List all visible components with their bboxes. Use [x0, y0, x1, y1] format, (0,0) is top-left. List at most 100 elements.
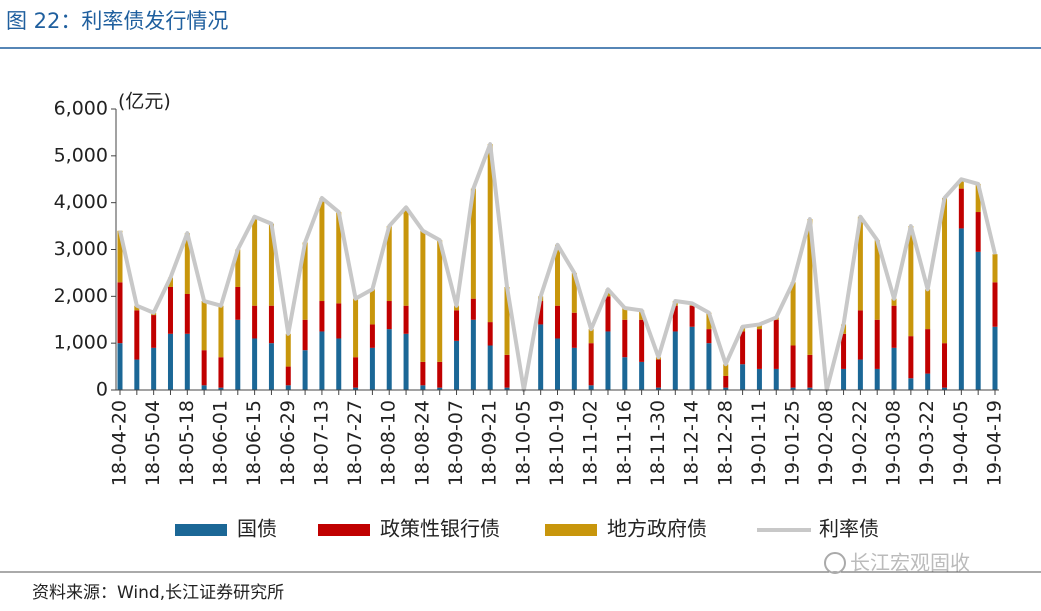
- bar-segment: [151, 347, 157, 390]
- bar-segment: [723, 375, 729, 388]
- source-note: 资料来源：Wind,长江证券研究所: [32, 583, 284, 603]
- bar-segment: [605, 331, 611, 390]
- legend-label: 国债: [237, 517, 277, 541]
- bar-segment: [117, 230, 123, 283]
- bar-segment: [908, 226, 914, 337]
- bar-segment: [622, 319, 628, 358]
- bar-segment: [386, 226, 392, 302]
- bar-segment: [336, 303, 342, 339]
- bar-segment: [151, 315, 157, 348]
- x-tick-label: 18-06-29: [277, 400, 299, 486]
- bar-segment: [655, 359, 661, 388]
- x-tick-label: 19-04-05: [950, 400, 972, 486]
- x-tick-label: 18-12-28: [714, 400, 736, 486]
- bar-segment: [184, 333, 190, 390]
- chart-title: 图 22：利率债发行情况: [6, 9, 228, 33]
- bar-segment: [538, 324, 544, 390]
- bar-segment: [420, 385, 426, 390]
- bar-segment: [841, 333, 847, 369]
- y-tick-label: 4,000: [54, 191, 108, 213]
- x-tick-label: 19-04-19: [984, 400, 1006, 486]
- bar-segment: [857, 216, 863, 311]
- bar-segment: [369, 289, 375, 325]
- x-tick-label: 18-07-13: [310, 400, 332, 486]
- legend-swatch: [175, 524, 227, 536]
- x-tick-label: 19-02-08: [815, 400, 837, 486]
- bar-segment: [252, 338, 258, 390]
- x-tick-label: 18-05-18: [176, 400, 198, 486]
- bar-segment: [655, 387, 661, 390]
- bar-segment: [504, 387, 510, 390]
- bar-segment: [134, 310, 140, 360]
- bar-segment: [504, 354, 510, 388]
- bar-segment: [403, 333, 409, 390]
- x-tick-label: 18-07-27: [344, 400, 366, 486]
- bar-segment: [756, 329, 762, 369]
- x-tick-label: 18-08-24: [411, 400, 433, 486]
- bar-segment: [992, 254, 998, 283]
- bar-segment: [756, 368, 762, 390]
- bar-segment: [857, 359, 863, 390]
- bar-segment: [773, 368, 779, 390]
- bar-segment: [639, 361, 645, 390]
- bar-segment: [167, 333, 173, 390]
- bar-segment: [689, 326, 695, 390]
- bar-segment: [319, 331, 325, 390]
- bar-segment: [958, 179, 964, 189]
- x-tick-label: 18-11-16: [613, 400, 635, 486]
- bar-segment: [740, 364, 746, 390]
- bar-segment: [336, 338, 342, 390]
- unit-label: (亿元): [118, 91, 171, 113]
- bar-segment: [571, 272, 577, 313]
- y-tick-label: 2,000: [54, 285, 108, 307]
- bar-segment: [773, 319, 779, 369]
- bar-segment: [639, 319, 645, 362]
- bar-segment: [807, 354, 813, 388]
- bar-segment: [622, 357, 628, 390]
- bar-segment: [454, 305, 460, 311]
- bar-segment: [201, 301, 207, 351]
- x-tick-label: 18-10-19: [546, 400, 568, 486]
- x-tick-label: 19-03-08: [883, 400, 905, 486]
- x-tick-label: 19-03-22: [916, 400, 938, 486]
- bar-segment: [454, 340, 460, 390]
- bar-segment: [790, 282, 796, 346]
- bar-segment: [336, 212, 342, 304]
- bar-segment: [319, 197, 325, 302]
- bar-segment: [807, 219, 813, 355]
- bar-segment: [420, 361, 426, 386]
- bar-segment: [942, 387, 948, 390]
- bar-segment: [386, 329, 392, 390]
- bar-segment: [420, 230, 426, 362]
- bar-segment: [302, 319, 308, 351]
- bar-segment: [235, 319, 241, 390]
- bar-segment: [218, 357, 224, 388]
- x-tick-label: 18-09-07: [445, 400, 467, 486]
- bar-segment: [874, 368, 880, 390]
- x-tick-label: 18-06-15: [243, 400, 265, 486]
- bar-segment: [555, 338, 560, 390]
- bar-segment: [353, 298, 359, 358]
- bar-segment: [942, 197, 948, 344]
- x-tick-label: 18-11-02: [580, 400, 602, 486]
- bar-segment: [454, 310, 460, 341]
- y-tick-label: 6,000: [54, 98, 108, 120]
- x-tick-label: 19-02-22: [849, 400, 871, 486]
- bar-segment: [487, 322, 493, 346]
- x-tick-label: 19-01-25: [782, 400, 804, 486]
- x-tick-label: 18-10-05: [512, 400, 534, 486]
- bar-segment: [201, 350, 207, 386]
- line-series: [118, 142, 997, 392]
- bar-segment: [470, 298, 476, 320]
- bar-segment: [571, 347, 577, 390]
- bar-segment: [992, 326, 998, 390]
- bar-segment: [470, 188, 476, 299]
- bar-segment: [285, 385, 291, 390]
- bar-segment: [218, 305, 224, 358]
- bar-segment: [958, 228, 964, 390]
- bar-segment: [268, 305, 274, 344]
- bar-segment: [538, 301, 544, 325]
- bar-segment: [992, 282, 998, 327]
- x-tick-label: 18-11-30: [647, 400, 669, 486]
